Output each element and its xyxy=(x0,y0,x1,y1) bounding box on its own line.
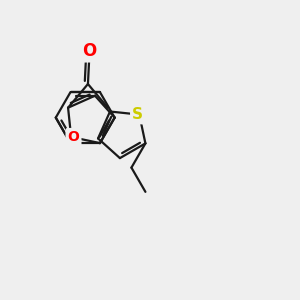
Text: O: O xyxy=(82,42,97,60)
Text: O: O xyxy=(68,130,80,144)
Text: S: S xyxy=(132,107,143,122)
